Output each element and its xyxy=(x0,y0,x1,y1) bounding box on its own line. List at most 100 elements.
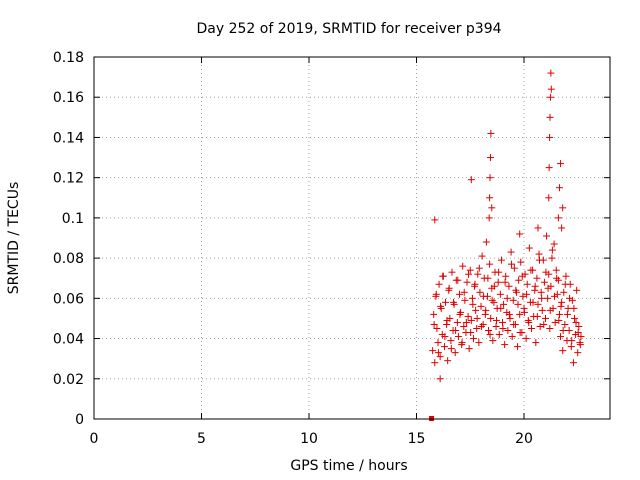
data-point xyxy=(482,306,490,314)
data-point xyxy=(487,314,495,322)
data-point xyxy=(559,204,567,212)
data-point xyxy=(467,316,475,324)
data-point xyxy=(430,320,438,328)
data-point xyxy=(434,349,442,357)
data-point xyxy=(473,314,481,322)
data-point xyxy=(555,316,563,324)
data-point xyxy=(499,318,506,326)
data-point xyxy=(486,154,494,162)
axis-ticks: 0 0.02 0.04 0.06 0.08 0.1 0.12 0.14 0.16 0.18 0 5 10… xyxy=(53,50,610,447)
data-point xyxy=(558,224,566,232)
data-point xyxy=(561,280,569,288)
data-point xyxy=(464,312,472,320)
data-point xyxy=(439,272,447,280)
y-tick-label: 0.1 xyxy=(62,211,84,227)
data-point xyxy=(507,248,515,256)
data-point xyxy=(516,329,524,337)
data-point xyxy=(548,246,556,254)
data-point xyxy=(562,272,570,280)
data-point xyxy=(514,300,522,308)
data-point xyxy=(546,133,554,141)
data-point xyxy=(557,333,565,341)
data-point xyxy=(451,349,459,357)
x-tick-label: 20 xyxy=(515,431,533,447)
data-point xyxy=(496,290,504,298)
y-tick-label: 0.14 xyxy=(53,130,84,146)
data-point xyxy=(501,341,509,349)
data-point xyxy=(550,240,558,248)
data-point xyxy=(552,266,560,274)
data-point xyxy=(557,160,565,168)
data-point xyxy=(485,327,493,335)
data-point xyxy=(545,164,553,172)
data-point xyxy=(478,252,486,260)
y-tick-label: 0.08 xyxy=(53,251,84,267)
data-point xyxy=(561,320,569,328)
data-point xyxy=(566,294,574,302)
data-point xyxy=(577,333,585,341)
data-point xyxy=(447,337,455,345)
x-tick-label: 0 xyxy=(90,431,99,447)
data-point xyxy=(547,85,555,93)
data-point xyxy=(571,314,579,322)
data-point xyxy=(449,298,457,306)
data-point xyxy=(484,274,492,282)
data-point xyxy=(471,280,479,288)
data-point xyxy=(489,337,497,345)
data-point xyxy=(486,331,494,339)
data-point xyxy=(555,184,563,192)
plot-frame xyxy=(93,56,611,420)
data-point xyxy=(575,322,583,330)
data-point xyxy=(506,314,514,322)
y-tick-label: 0.04 xyxy=(53,332,84,348)
data-point xyxy=(465,345,473,353)
y-tick-label: 0 xyxy=(75,412,84,428)
data-point xyxy=(544,294,552,302)
data-point xyxy=(558,298,566,306)
data-point xyxy=(488,296,496,304)
data-point xyxy=(554,214,562,222)
data-point xyxy=(545,194,553,202)
data-point xyxy=(516,230,524,238)
data-point xyxy=(467,329,475,337)
data-point xyxy=(463,278,471,286)
data-point xyxy=(477,302,485,310)
y-axis-label: SRMTID / TECUs xyxy=(6,182,22,295)
data-point xyxy=(563,310,571,318)
data-point xyxy=(542,314,549,322)
data-point xyxy=(510,320,518,328)
data-point xyxy=(518,272,526,280)
data-point xyxy=(544,284,552,292)
data-point xyxy=(462,318,470,326)
data-point xyxy=(494,278,502,286)
data-point xyxy=(559,327,567,335)
data-point xyxy=(533,312,541,320)
data-point xyxy=(515,276,523,284)
data-point xyxy=(473,325,481,332)
data-point xyxy=(557,302,565,310)
data-point xyxy=(486,194,494,202)
x-tick-label: 15 xyxy=(408,431,426,447)
data-point xyxy=(431,216,439,224)
data-point xyxy=(460,288,468,296)
data-point xyxy=(476,288,484,296)
data-point xyxy=(553,274,561,282)
data-point xyxy=(538,306,546,314)
data-point xyxy=(568,337,576,345)
data-points xyxy=(429,69,585,421)
data-point xyxy=(508,333,516,341)
data-point xyxy=(555,310,563,318)
data-point xyxy=(519,292,527,300)
data-point xyxy=(574,329,582,337)
data-point xyxy=(509,296,517,304)
data-point xyxy=(477,322,485,330)
y-tick-label: 0.16 xyxy=(53,90,84,106)
data-point xyxy=(482,238,490,246)
data-point xyxy=(546,306,554,314)
data-point xyxy=(435,280,443,288)
data-point xyxy=(525,244,533,252)
data-point xyxy=(540,278,548,286)
data-point xyxy=(516,310,524,318)
data-point xyxy=(500,300,508,308)
